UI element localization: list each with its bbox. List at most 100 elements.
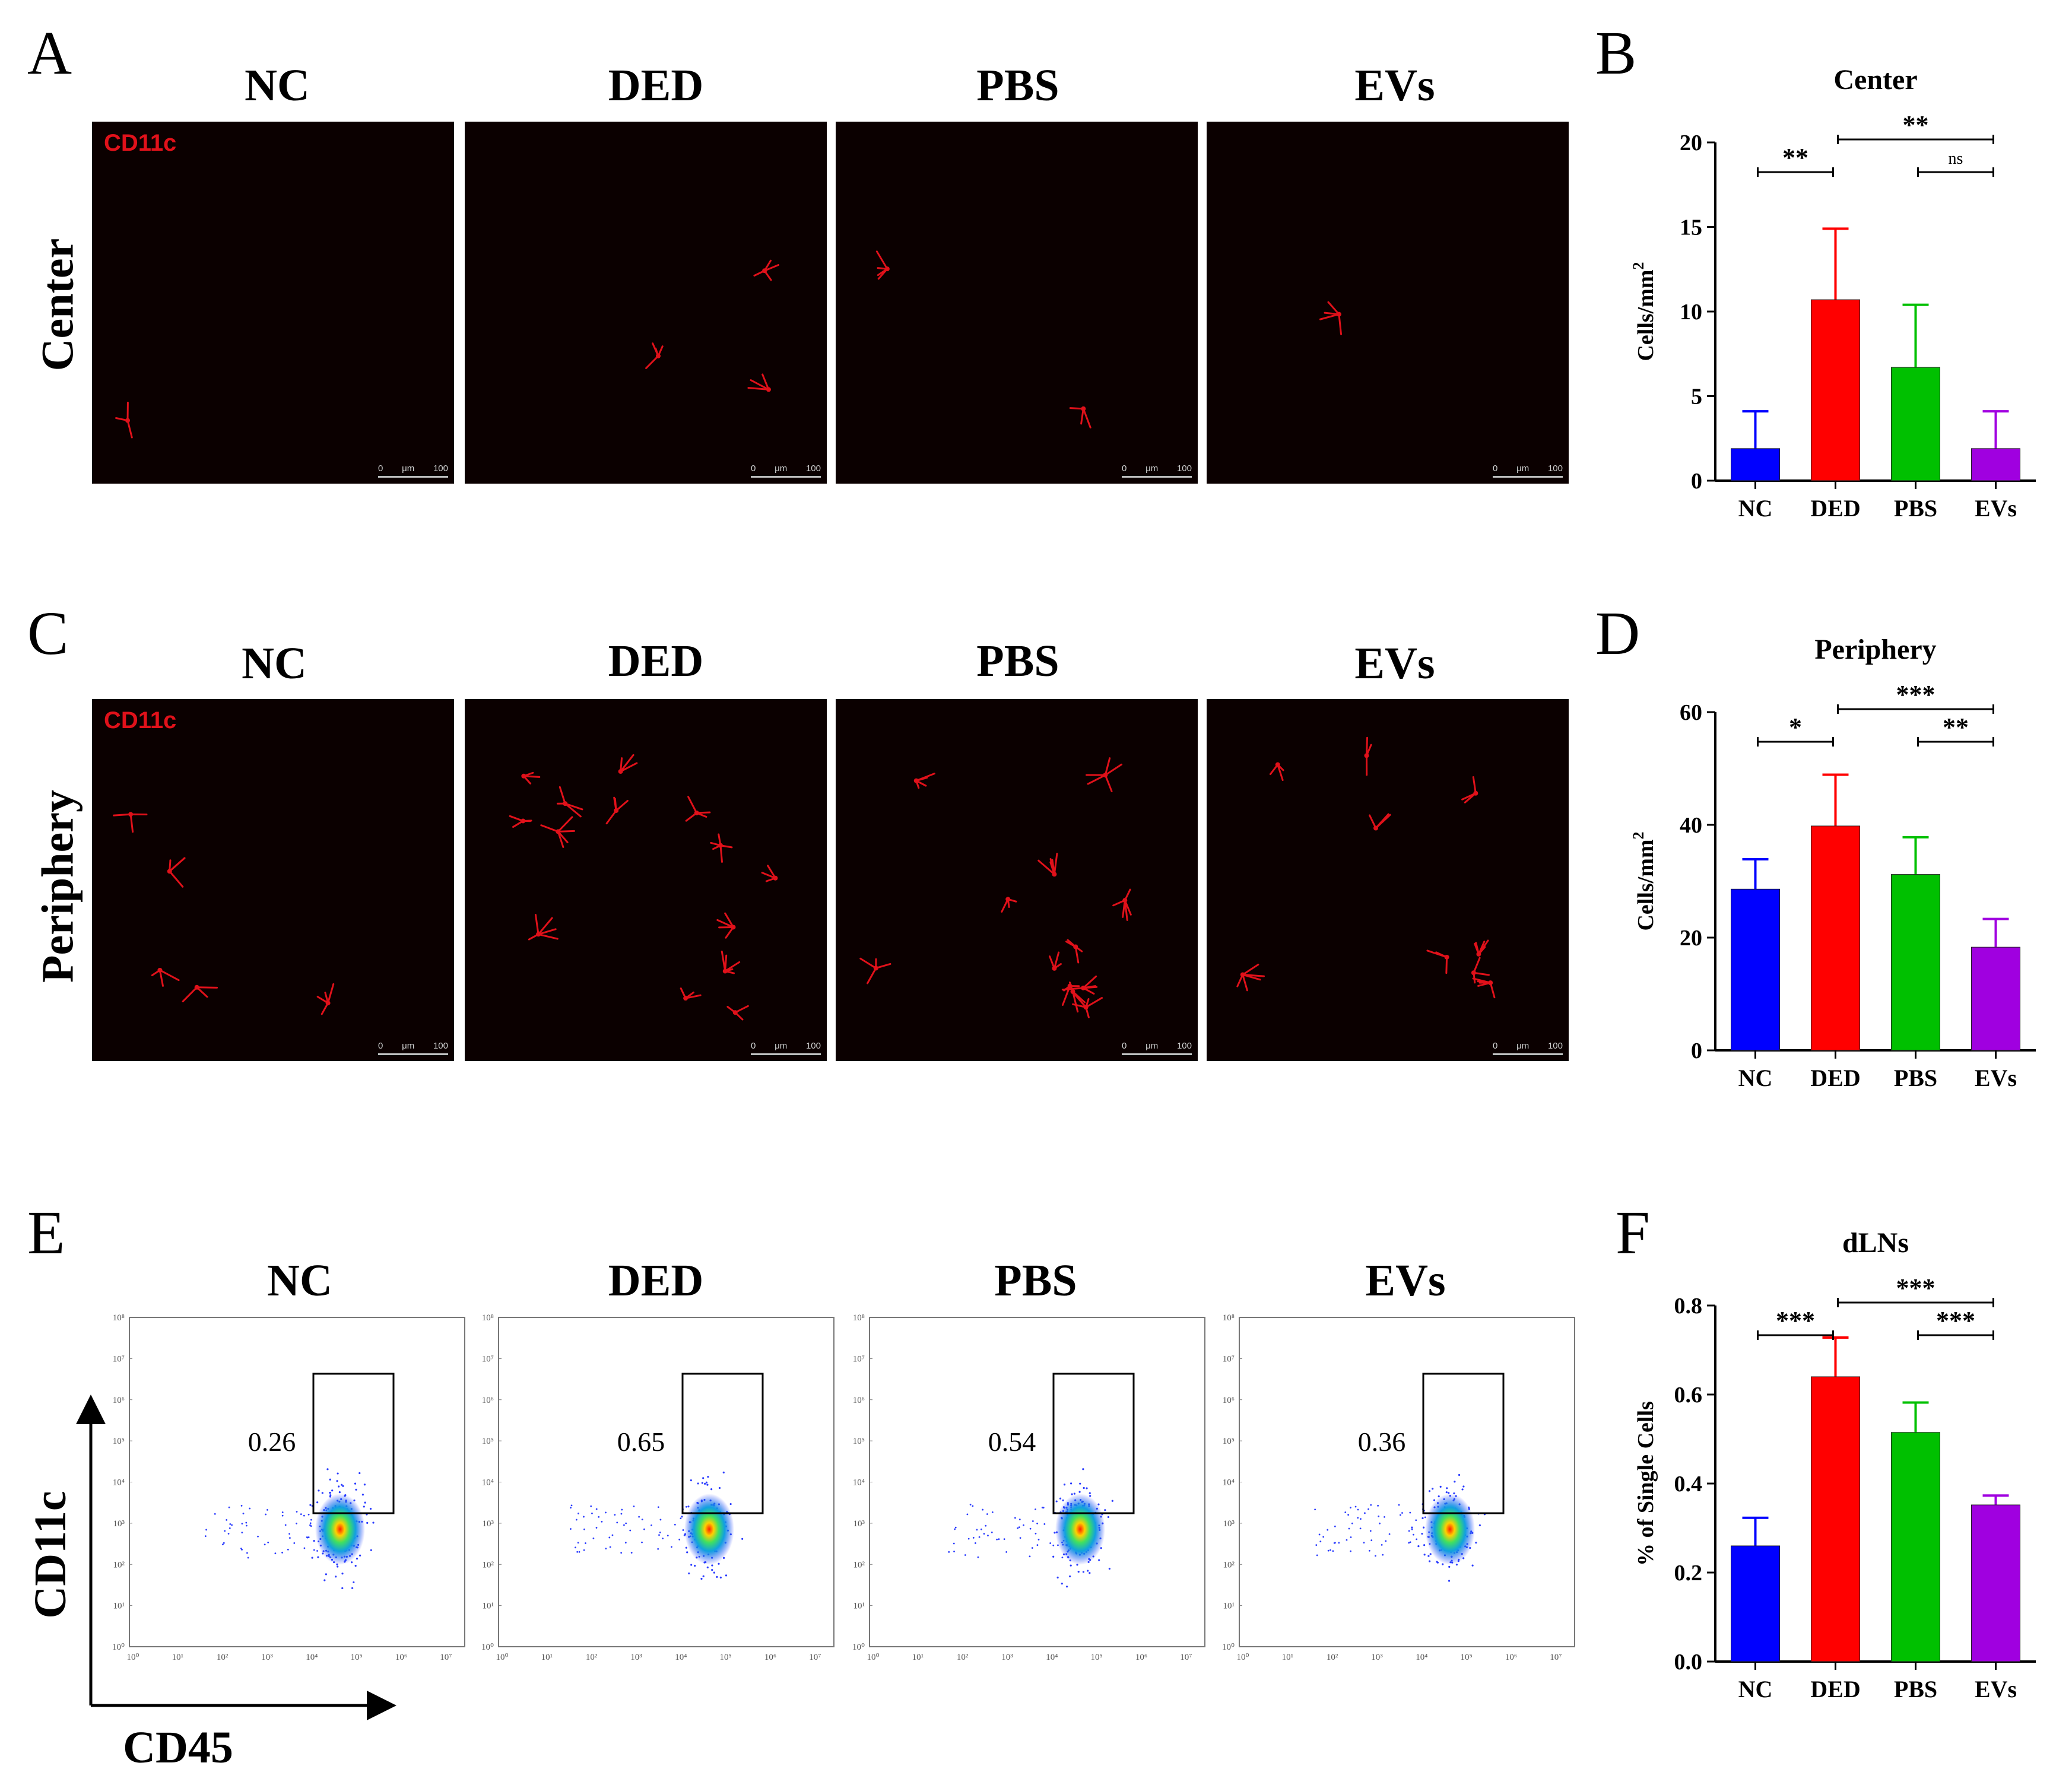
significance-label: *** — [1936, 1306, 1975, 1335]
panel-letter-f: F — [1616, 1199, 1650, 1267]
flow-x-tick: 10¹ — [172, 1653, 184, 1662]
panel-letter-a: A — [27, 19, 72, 87]
cd11c-positive-cell — [1068, 982, 1086, 1013]
cd11c-cells — [875, 250, 1091, 428]
scale-bar-end: 100 — [805, 463, 821, 474]
y-tick-label: 40 — [1680, 813, 1702, 838]
flow-gate-percentage: 0.36 — [1358, 1427, 1406, 1457]
flow-y-tick: 10² — [1223, 1560, 1235, 1570]
flow-y-tick: 10⁷ — [482, 1354, 494, 1364]
flow-x-tick: 10¹ — [912, 1653, 924, 1662]
flow-x-tick: 10⁷ — [1550, 1653, 1562, 1662]
scale-bar-line — [1493, 476, 1563, 478]
y-tick-label: 0 — [1691, 1038, 1702, 1063]
cd11c-positive-cell — [710, 833, 733, 863]
flow-x-tick: 10⁴ — [1046, 1653, 1058, 1662]
flow-gate-percentage: 0.26 — [248, 1427, 296, 1457]
bar-chart-dlns: dLNs 0.0 0.2 0.4 0.6 0.8 % of Single Cells NC DE… — [1633, 1227, 2036, 1703]
flow-y-tick: 10⁶ — [853, 1396, 865, 1405]
x-tick-label: NC — [1738, 1676, 1773, 1703]
bar-pbs — [1891, 367, 1940, 481]
flow-y-tick: 10³ — [483, 1519, 494, 1529]
scale-bar-line — [1493, 1053, 1563, 1055]
bar-ded — [1811, 825, 1860, 1051]
micro-image-periphery-ded: 0 μm 100 — [465, 699, 827, 1061]
flow-x-tick: 10⁷ — [440, 1653, 452, 1662]
flow-y-tick: 10² — [853, 1560, 865, 1570]
bar-pbs — [1891, 1432, 1940, 1662]
cd11c-positive-cell — [113, 812, 148, 833]
scale-bar-start: 0 — [378, 463, 383, 474]
x-tick-label: PBS — [1894, 495, 1937, 522]
scale-bar-unit: μm — [775, 463, 788, 474]
flow-x-tick: 10² — [1327, 1653, 1338, 1662]
flow-y-tick: 10⁴ — [1223, 1478, 1235, 1488]
cd11c-positive-cell — [753, 259, 780, 281]
cd11c-positive-cell — [1269, 762, 1284, 782]
flow-x-tick: 10⁰ — [867, 1653, 879, 1662]
cd11c-positive-cell — [913, 773, 935, 789]
flow-y-tick: 10⁶ — [482, 1396, 494, 1405]
cd11c-positive-cell — [1037, 852, 1058, 877]
x-tick-label: DED — [1810, 1676, 1860, 1703]
flow-x-tick: 10⁶ — [764, 1653, 776, 1662]
flow-y-tick: 10⁵ — [853, 1437, 865, 1446]
cd11c-positive-cell — [1086, 757, 1123, 792]
group-title-e-ded: DED — [608, 1256, 704, 1306]
flow-y-tick: 10⁷ — [1223, 1354, 1235, 1364]
group-title-c-ded: DED — [608, 636, 704, 686]
cd11c-positive-cell — [726, 1005, 749, 1021]
y-tick-label: 0.6 — [1674, 1383, 1703, 1408]
scale-bar: 0 μm 100 — [1493, 463, 1563, 479]
y-axis-label: % of Single Cells — [1633, 1401, 1658, 1566]
y-tick-label: 15 — [1680, 215, 1702, 240]
scale-bar: 0 μm 100 — [378, 463, 448, 479]
scale-bar-unit: μm — [402, 463, 415, 474]
y-tick-label: 20 — [1680, 926, 1702, 951]
cd11c-cells — [115, 401, 133, 439]
flow-x-tick: 10⁴ — [306, 1653, 318, 1662]
significance-bracket: * — [1757, 713, 1834, 747]
scale-bar-line — [751, 476, 821, 478]
cd11c-positive-cell — [540, 816, 575, 849]
cd11c-positive-cell — [618, 754, 638, 774]
scale-bar-line — [378, 476, 448, 478]
x-tick-label: NC — [1738, 1065, 1773, 1091]
significance-label: ** — [1903, 110, 1929, 139]
x-tick-label: PBS — [1894, 1676, 1937, 1703]
y-axis-label-superscript: 2 — [1630, 831, 1647, 839]
flow-gate-percentage: 0.54 — [988, 1427, 1036, 1457]
scale-bar-start: 0 — [1122, 463, 1127, 474]
y-tick-label: 60 — [1680, 700, 1702, 725]
cd11c-positive-cell — [115, 401, 133, 439]
stain-label: CD11c — [104, 707, 177, 733]
y-tick-label: 0.2 — [1674, 1561, 1703, 1586]
micro-image-periphery-evs: 0 μm 100 — [1207, 699, 1569, 1061]
scale-bar-line — [1122, 476, 1192, 478]
x-tick-label: DED — [1810, 1065, 1860, 1091]
flow-plot-nc: 10⁰ 10¹ 10² 10³ 10⁴ 10⁵ 10⁶ 10⁷ 10⁸ 10⁰ 10¹ 10² 10³ 1… — [112, 1313, 465, 1662]
flow-x-tick: 10² — [957, 1653, 969, 1662]
scale-bar-end: 100 — [1547, 1041, 1563, 1051]
flow-plot-ded: 10⁰ 10¹ 10² 10³ 10⁴ 10⁵ 10⁶ 10⁷ 10⁸ 10⁰ 10¹ 10² 10³ 1… — [481, 1313, 834, 1662]
flow-x-tick: 10⁴ — [675, 1653, 687, 1662]
cd11c-positive-cell — [716, 912, 736, 939]
cd11c-positive-cell — [1426, 949, 1449, 974]
significance-bracket: *** — [1837, 1273, 1994, 1307]
cd11c-positive-cell — [151, 967, 180, 987]
micro-image-periphery-pbs: 0 μm 100 — [836, 699, 1198, 1061]
scale-bar-end: 100 — [805, 1041, 821, 1051]
group-title-e-pbs: PBS — [994, 1256, 1077, 1306]
flow-gate — [1422, 1373, 1505, 1514]
y-axis-label: Cells/mm2 — [1630, 262, 1658, 361]
flow-x-tick: 10⁰ — [126, 1653, 139, 1662]
scale-bar-start: 0 — [1493, 463, 1498, 474]
significance-bracket: ** — [1757, 143, 1834, 177]
scale-bar: 0 μm 100 — [1122, 463, 1192, 479]
flow-y-label: CD11c — [26, 1491, 75, 1618]
micro-image-center-pbs: 0 μm 100 — [836, 122, 1198, 484]
group-title-a-pbs: PBS — [976, 61, 1059, 110]
y-tick-label: 20 — [1680, 131, 1702, 155]
bar-evs — [1971, 1504, 2020, 1662]
scale-bar-line — [751, 1053, 821, 1055]
